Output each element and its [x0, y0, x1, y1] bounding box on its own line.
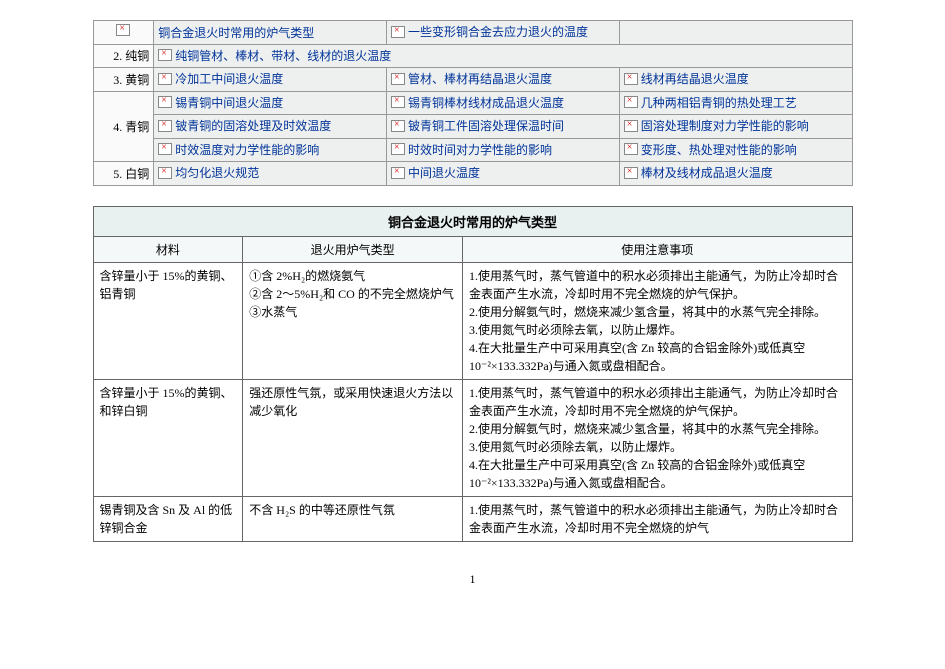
broken-image-icon: [391, 167, 405, 179]
table-row: 含锌量小于 15%的黄铜、和锌白铜 强还原性气氛，或采用快速退火方法以减少氧化 …: [93, 379, 852, 496]
broken-image-icon: [391, 73, 405, 85]
nav-cell: 固溶处理制度对力学性能的影响: [619, 115, 852, 139]
nav-link[interactable]: 均匀化退火规范: [158, 164, 259, 181]
nav-row-label: 5. 白铜: [93, 162, 154, 186]
nav-cell: 管材、棒材再结晶退火温度: [386, 68, 619, 92]
page-number: 1: [20, 572, 925, 587]
nav-cell: 铜合金退火时常用的炉气类型: [154, 21, 387, 45]
nav-link[interactable]: 一些变形铜合金去应力退火的温度: [391, 23, 588, 40]
cell-type: ①含 2%H₂的燃烧氨气 ②含 2～5%H₂和 CO 的不完全燃烧炉气 ③水蒸气: [243, 262, 463, 379]
nav-cell: 时效温度对力学性能的影响: [154, 138, 387, 162]
nav-cell: 锡青铜中间退火温度: [154, 91, 387, 115]
broken-image-icon: [624, 167, 638, 179]
content-table: 铜合金退火时常用的炉气类型 材料 退火用炉气类型 使用注意事项 含锌量小于 15…: [93, 206, 853, 542]
col-header-type: 退火用炉气类型: [243, 236, 463, 262]
nav-link[interactable]: 线材再结晶退火温度: [624, 70, 749, 87]
broken-image-icon: [158, 143, 172, 155]
nav-link[interactable]: 管材、棒材再结晶退火温度: [391, 70, 552, 87]
col-header-notes: 使用注意事项: [462, 236, 852, 262]
col-header-material: 材料: [93, 236, 243, 262]
nav-link[interactable]: 中间退火温度: [391, 164, 480, 181]
nav-cell: 线材再结晶退火温度: [619, 68, 852, 92]
nav-row-label: 3. 黄铜: [93, 68, 154, 92]
broken-image-icon: [624, 120, 638, 132]
broken-image-icon: [391, 26, 405, 38]
broken-image-icon: [624, 73, 638, 85]
nav-link[interactable]: 铍青铜的固溶处理及时效温度: [158, 117, 331, 134]
nav-link[interactable]: 铍青铜工件固溶处理保温时间: [391, 117, 564, 134]
nav-cell: 棒材及线材成品退火温度: [619, 162, 852, 186]
cell-type: 不含 H₂S 的中等还原性气氛: [243, 496, 463, 541]
nav-link[interactable]: 几种两相铝青铜的热处理工艺: [624, 94, 797, 111]
nav-link[interactable]: 冷加工中间退火温度: [158, 70, 283, 87]
table-row: 锡青铜及含 Sn 及 Al 的低锌铜合金 不含 H₂S 的中等还原性气氛 1.使…: [93, 496, 852, 541]
nav-cell: 时效时间对力学性能的影响: [386, 138, 619, 162]
nav-cell: 几种两相铝青铜的热处理工艺: [619, 91, 852, 115]
nav-link[interactable]: 时效温度对力学性能的影响: [158, 141, 319, 158]
nav-cell: 均匀化退火规范: [154, 162, 387, 186]
broken-image-icon: [158, 167, 172, 179]
nav-row-label: 2. 纯铜: [93, 44, 154, 68]
broken-image-icon: [158, 73, 172, 85]
broken-image-icon: [624, 143, 638, 155]
content-title: 铜合金退火时常用的炉气类型: [93, 206, 852, 236]
cell-notes: 1.使用蒸气时，蒸气管道中的积水必须排出主能通气，为防止冷却时合金表面产生水流，…: [462, 496, 852, 541]
nav-link[interactable]: 棒材及线材成品退火温度: [624, 164, 773, 181]
broken-image-icon: [158, 120, 172, 132]
nav-link[interactable]: 锡青铜中间退火温度: [158, 94, 283, 111]
broken-image-icon: [158, 96, 172, 108]
nav-link[interactable]: 铜合金退火时常用的炉气类型: [158, 24, 314, 41]
nav-cell: 中间退火温度: [386, 162, 619, 186]
broken-image-icon: [391, 96, 405, 108]
table-row: 含锌量小于 15%的黄铜、铝青铜 ①含 2%H₂的燃烧氨气 ②含 2～5%H₂和…: [93, 262, 852, 379]
cell-material: 含锌量小于 15%的黄铜、铝青铜: [93, 262, 243, 379]
nav-cell: 铍青铜工件固溶处理保温时间: [386, 115, 619, 139]
nav-link[interactable]: 纯铜管材、棒材、带材、线材的退火温度: [158, 47, 391, 64]
cell-material: 含锌量小于 15%的黄铜、和锌白铜: [93, 379, 243, 496]
nav-cell: 铍青铜的固溶处理及时效温度: [154, 115, 387, 139]
nav-cell: 冷加工中间退火温度: [154, 68, 387, 92]
cell-material: 锡青铜及含 Sn 及 Al 的低锌铜合金: [93, 496, 243, 541]
nav-cell: 锡青铜棒材线材成品退火温度: [386, 91, 619, 115]
broken-image-icon: [158, 49, 172, 61]
nav-link[interactable]: 时效时间对力学性能的影响: [391, 141, 552, 158]
nav-table: 铜合金退火时常用的炉气类型 一些变形铜合金去应力退火的温度 2. 纯铜 纯铜管材…: [93, 20, 853, 186]
nav-cell: 变形度、热处理对性能的影响: [619, 138, 852, 162]
cell-notes: 1.使用蒸气时，蒸气管道中的积水必须排出主能通气，为防止冷却时合金表面产生水流，…: [462, 262, 852, 379]
nav-cell: 纯铜管材、棒材、带材、线材的退火温度: [154, 44, 852, 68]
broken-image-icon: [624, 96, 638, 108]
nav-cell: 一些变形铜合金去应力退火的温度: [386, 21, 619, 45]
nav-link[interactable]: 变形度、热处理对性能的影响: [624, 141, 797, 158]
broken-image-icon: [391, 120, 405, 132]
broken-image-icon: [116, 24, 130, 36]
cell-type: 强还原性气氛，或采用快速退火方法以减少氧化: [243, 379, 463, 496]
nav-cell: [619, 21, 852, 45]
broken-image-icon: [391, 143, 405, 155]
nav-link[interactable]: 锡青铜棒材线材成品退火温度: [391, 94, 564, 111]
cell-notes: 1.使用蒸气时，蒸气管道中的积水必须排出主能通气，为防止冷却时合金表面产生水流，…: [462, 379, 852, 496]
nav-link[interactable]: 固溶处理制度对力学性能的影响: [624, 117, 809, 134]
nav-row-img: [93, 21, 154, 45]
nav-row-label: 4. 青铜: [93, 91, 154, 162]
